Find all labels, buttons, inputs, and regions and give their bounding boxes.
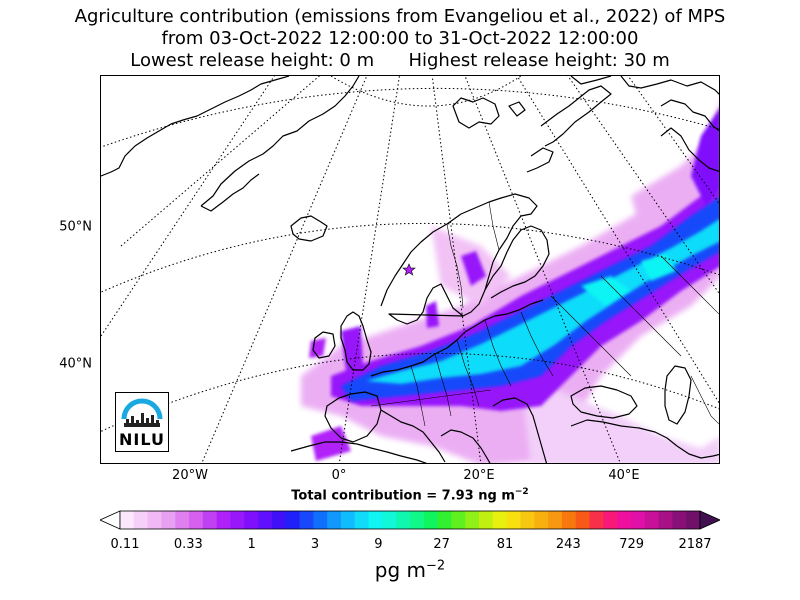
colorbar-over-arrow <box>699 510 720 530</box>
plume-cyan <box>366 219 719 384</box>
title-line-2: from 03-Oct-2022 12:00:00 to 31-Oct-2022… <box>161 28 639 49</box>
colorbar-segment <box>382 511 397 529</box>
colorbar-tick-label: 0.33 <box>173 537 203 552</box>
colorbar-segment <box>589 511 604 529</box>
colorbar-tick-label: 81 <box>496 537 514 552</box>
colorbar-segment <box>465 511 480 529</box>
colorbar-segment <box>561 511 577 529</box>
colorbar-segment <box>492 511 508 529</box>
colorbar-tick-label: 0.11 <box>110 537 140 552</box>
coastlines <box>101 76 719 463</box>
lon-label-20e: 20°E <box>463 468 495 483</box>
title-line-1: Agriculture contribution (emissions from… <box>74 6 726 27</box>
units-base: pg m <box>374 558 427 582</box>
colorbar-segment <box>202 511 218 529</box>
lon-label-40e: 40°E <box>608 468 640 483</box>
nilu-logo: NILU <box>115 392 169 452</box>
plume-blue <box>341 197 719 401</box>
colorbar-segment <box>644 511 660 529</box>
colorbar-segment <box>672 511 687 529</box>
lon-label-20w: 20°W <box>172 468 208 483</box>
colorbar-units: pg m−2 <box>0 558 800 582</box>
colorbar-segment <box>175 511 190 529</box>
colorbar-segment <box>575 511 591 529</box>
colorbar-segment <box>479 511 494 529</box>
colorbar-segment <box>630 511 646 529</box>
colorbar-segment <box>423 511 439 529</box>
colorbar-tick-label: 3 <box>310 537 320 552</box>
nilu-logo-text: NILU <box>119 430 165 449</box>
colorbar-segment <box>258 511 273 529</box>
colorbar-segment <box>299 511 314 529</box>
units-exponent: −2 <box>426 558 446 574</box>
colorbar-segment <box>534 511 549 529</box>
colorbar-segment <box>133 511 149 529</box>
colorbar-segment <box>244 511 259 529</box>
colorbar-segment <box>271 511 287 529</box>
colorbar-tick-label: 9 <box>374 537 383 552</box>
title-line-3: Lowest release height: 0 m Highest relea… <box>130 50 670 71</box>
lat-label-40n: 40°N <box>59 356 92 372</box>
colorbar-tick-label: 27 <box>433 537 450 552</box>
colorbar-segment <box>658 511 673 529</box>
colorbar-segment <box>189 511 204 529</box>
colorbar-under-arrow <box>100 510 121 530</box>
colorbar-segment <box>437 511 452 529</box>
star-icon <box>402 263 416 276</box>
colorbar-segment <box>327 511 342 529</box>
colorbar-segment <box>230 511 245 529</box>
colorbar-segment <box>120 511 135 529</box>
colorbar-segment <box>451 511 466 529</box>
plume-purple <box>309 109 719 461</box>
map-panel <box>100 75 720 464</box>
colorbar-segment <box>368 511 383 529</box>
colorbar-segment <box>506 511 521 529</box>
country-borders <box>370 201 719 427</box>
colorbar-segment <box>686 511 701 529</box>
colorbar-segment <box>354 511 370 529</box>
colorbar-tick-label: 2187 <box>678 537 712 552</box>
colorbar-segment <box>396 511 411 529</box>
nilu-emblem-icon <box>121 398 163 427</box>
colorbar-segment <box>216 511 231 529</box>
colorbar-segment <box>520 511 535 529</box>
colorbar <box>100 510 720 530</box>
colorbar-segment <box>603 511 618 529</box>
lon-label-0: 0° <box>331 468 347 483</box>
colorbar-tick-label: 1 <box>247 537 256 552</box>
total-contribution-exponent: −2 <box>514 487 529 497</box>
colorbar-tick-label: 243 <box>555 537 581 552</box>
total-contribution: Total contribution = 7.93 ng m−2 <box>0 487 800 503</box>
colorbar-segment <box>313 511 328 529</box>
colorbar-segment <box>548 511 563 529</box>
colorbar-segment <box>617 511 632 529</box>
colorbar-segment <box>147 511 162 529</box>
lat-label-50n: 50°N <box>59 219 92 235</box>
colorbar-segment <box>410 511 425 529</box>
colorbar-segment <box>340 511 356 529</box>
total-contribution-text: Total contribution = 7.93 ng m <box>291 488 515 504</box>
colorbar-segment <box>285 511 301 529</box>
colorbar-segment <box>161 511 176 529</box>
map-canvas <box>101 76 719 463</box>
colorbar-frame <box>119 510 701 530</box>
colorbar-tick-label: 729 <box>619 537 645 552</box>
